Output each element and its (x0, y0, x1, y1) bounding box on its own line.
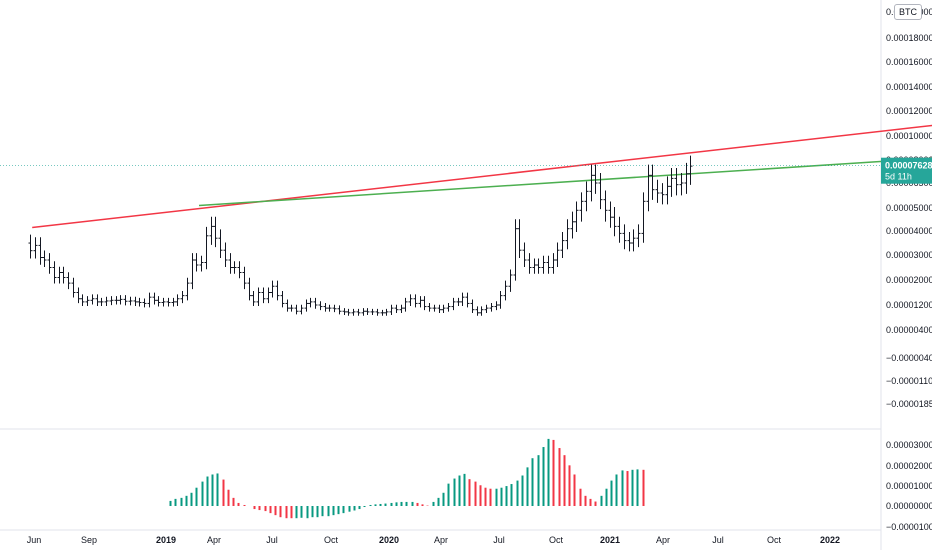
price-bars (28, 155, 693, 316)
x-tick-label: Oct (767, 535, 782, 545)
x-tick-label: Jul (712, 535, 724, 545)
x-tick-label: Oct (324, 535, 339, 545)
last-price-value: 0.00007628 (885, 161, 932, 171)
x-tick-label: Oct (549, 535, 564, 545)
oscillator-histogram (169, 438, 645, 519)
x-tick-label: 2019 (156, 535, 176, 545)
osc-tick-label: −0.00001000 (886, 522, 932, 532)
x-tick-label: Jul (493, 535, 505, 545)
y-tick-label: 0.00001200 (886, 300, 932, 310)
y-tick-label: 0.00012000 (886, 106, 932, 116)
x-tick-label: Jul (266, 535, 278, 545)
x-tick-label: Apr (434, 535, 448, 545)
osc-tick-label: 0.00001000 (886, 481, 932, 491)
y-tick-label: 0.00003000 (886, 250, 932, 260)
osc-tick-label: 0.00003000 (886, 440, 932, 450)
y-tick-label: 0.00018000 (886, 33, 932, 43)
y-tick-label: −0.00000400 (886, 353, 932, 363)
osc-tick-label: 0.00002000 (886, 461, 932, 471)
y-tick-label: 0.00005000 (886, 203, 932, 213)
y-tick-label: 0.00016000 (886, 57, 932, 67)
x-tick-label: 2020 (379, 535, 399, 545)
x-tick-label: Jun (27, 535, 42, 545)
y-tick-label: 0.00004000 (886, 226, 932, 236)
y-tick-label: 0.00014000 (886, 82, 932, 92)
y-tick-label: 0.00000400 (886, 325, 932, 335)
x-tick-label: Apr (656, 535, 670, 545)
x-tick-label: Apr (207, 535, 221, 545)
y-tick-label: 0.00002000 (886, 275, 932, 285)
last-price-countdown: 5d 11h (885, 172, 912, 182)
support-trendline (198, 157, 932, 207)
osc-tick-label: 0.00000000 (886, 501, 932, 511)
x-tick-label: 2022 (820, 535, 840, 545)
x-tick-label: 2021 (600, 535, 620, 545)
x-tick-label: Sep (81, 535, 97, 545)
currency-badge[interactable]: BTC (894, 4, 922, 20)
last-price-marker (881, 157, 932, 184)
resistance-trendline (32, 124, 932, 229)
y-tick-label: 0.00010000 (886, 131, 932, 141)
y-tick-label: −0.00001100 (886, 376, 932, 386)
